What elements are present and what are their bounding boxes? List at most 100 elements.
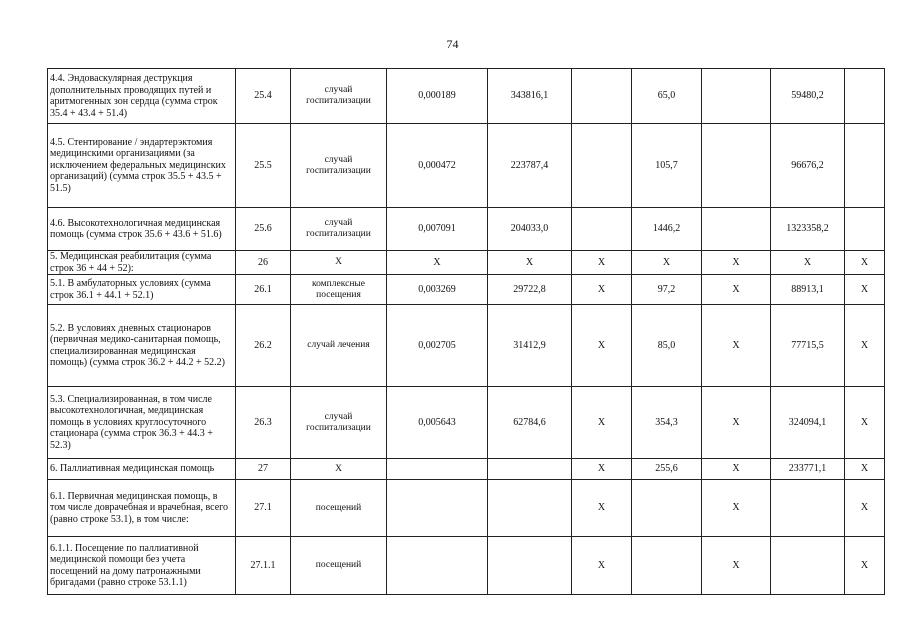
cell-c10: X <box>844 386 885 459</box>
cell-c8: X <box>701 479 771 537</box>
cell-c10: X <box>844 250 885 275</box>
cell-c8 <box>701 68 771 124</box>
cell-unit: X <box>290 250 387 275</box>
cell-c9 <box>770 536 845 595</box>
cell-c8: X <box>701 304 771 387</box>
cell-c8: X <box>701 386 771 459</box>
cell-c7: 65,0 <box>631 68 702 124</box>
cell-name: 5.1. В амбулаторных условиях (сумма стро… <box>47 274 236 305</box>
cell-c6: X <box>571 250 632 275</box>
cell-code: 27 <box>235 458 291 480</box>
table-row: 5. Медицинская реабилитация (сумма строк… <box>47 250 885 275</box>
cell-code: 26.3 <box>235 386 291 459</box>
cell-c9: 96676,2 <box>770 123 845 208</box>
cell-norm: 0,003269 <box>386 274 488 305</box>
cell-c9: X <box>770 250 845 275</box>
cell-unit: случай госпитализации <box>290 68 387 124</box>
table-row: 5.2. В условиях дневных стационаров (пер… <box>47 304 885 387</box>
cell-name: 4.4. Эндоваскулярная деструкция дополнит… <box>47 68 236 124</box>
cell-name: 4.6. Высокотехнологичная медицинская пом… <box>47 207 236 251</box>
cell-c6: X <box>571 536 632 595</box>
table-row: 4.4. Эндоваскулярная деструкция дополнит… <box>47 68 885 124</box>
cell-c10 <box>844 123 885 208</box>
cell-c8: X <box>701 274 771 305</box>
cell-name: 4.5. Стентирование / эндартерэктомия мед… <box>47 123 236 208</box>
table-row: 5.3. Специализированная, в том числе выс… <box>47 386 885 459</box>
cell-cost: 62784,6 <box>487 386 572 459</box>
cell-cost: 204033,0 <box>487 207 572 251</box>
cell-code: 25.6 <box>235 207 291 251</box>
cell-code: 26 <box>235 250 291 275</box>
cell-norm <box>386 479 488 537</box>
cell-code: 26.1 <box>235 274 291 305</box>
cell-c9: 324094,1 <box>770 386 845 459</box>
cell-unit: случай лечения <box>290 304 387 387</box>
cell-name: 5.3. Специализированная, в том числе выс… <box>47 386 236 459</box>
cell-norm: X <box>386 250 488 275</box>
cell-c10 <box>844 68 885 124</box>
cell-unit: случай госпитализации <box>290 207 387 251</box>
cell-c10: X <box>844 536 885 595</box>
cell-c7: 105,7 <box>631 123 702 208</box>
table-row: 4.6. Высокотехнологичная медицинская пом… <box>47 207 885 251</box>
cell-c10: X <box>844 458 885 480</box>
cell-name: 5. Медицинская реабилитация (сумма строк… <box>47 250 236 275</box>
cell-c7: 255,6 <box>631 458 702 480</box>
cell-unit: случай госпитализации <box>290 386 387 459</box>
cell-name: 6. Паллиативная медицинская помощь <box>47 458 236 480</box>
cell-norm <box>386 536 488 595</box>
cell-name: 6.1. Первичная медицинская помощь, в том… <box>47 479 236 537</box>
cell-code: 27.1 <box>235 479 291 537</box>
cell-c7 <box>631 479 702 537</box>
cell-c7: 97,2 <box>631 274 702 305</box>
table-row: 6.1. Первичная медицинская помощь, в том… <box>47 479 885 537</box>
cell-name: 6.1.1. Посещение по паллиативной медицин… <box>47 536 236 595</box>
cell-name: 5.2. В условиях дневных стационаров (пер… <box>47 304 236 387</box>
page-number: 74 <box>446 37 459 51</box>
cell-code: 25.4 <box>235 68 291 124</box>
cell-norm: 0,000472 <box>386 123 488 208</box>
cell-c9: 59480,2 <box>770 68 845 124</box>
cell-c8: X <box>701 250 771 275</box>
cell-c6: X <box>571 458 632 480</box>
cell-cost: 343816,1 <box>487 68 572 124</box>
cell-norm: 0,007091 <box>386 207 488 251</box>
cell-code: 25.5 <box>235 123 291 208</box>
cell-c8 <box>701 123 771 208</box>
cell-c6: X <box>571 274 632 305</box>
cell-c6 <box>571 207 632 251</box>
cell-code: 27.1.1 <box>235 536 291 595</box>
cell-c7: 354,3 <box>631 386 702 459</box>
cell-c7: 85,0 <box>631 304 702 387</box>
cell-c10: X <box>844 304 885 387</box>
cell-c6 <box>571 68 632 124</box>
cell-c7: 1446,2 <box>631 207 702 251</box>
cell-cost <box>487 536 572 595</box>
cell-c10 <box>844 207 885 251</box>
cell-c8: X <box>701 458 771 480</box>
cell-code: 26.2 <box>235 304 291 387</box>
cell-norm: 0,000189 <box>386 68 488 124</box>
cell-norm <box>386 458 488 480</box>
cell-c8: X <box>701 536 771 595</box>
cell-c7 <box>631 536 702 595</box>
cell-c10: X <box>844 479 885 537</box>
cell-c9: 233771,1 <box>770 458 845 480</box>
cell-c6 <box>571 123 632 208</box>
cell-c7: X <box>631 250 702 275</box>
cell-c10: X <box>844 274 885 305</box>
cell-c6: X <box>571 304 632 387</box>
cell-norm: 0,002705 <box>386 304 488 387</box>
table-row: 6.1.1. Посещение по паллиативной медицин… <box>47 536 885 595</box>
cell-cost <box>487 458 572 480</box>
data-table: 4.4. Эндоваскулярная деструкция дополнит… <box>47 68 885 595</box>
table-row: 5.1. В амбулаторных условиях (сумма стро… <box>47 274 885 305</box>
cell-c9 <box>770 479 845 537</box>
cell-cost <box>487 479 572 537</box>
cell-unit: посещений <box>290 479 387 537</box>
cell-cost: X <box>487 250 572 275</box>
cell-cost: 29722,8 <box>487 274 572 305</box>
cell-c9: 88913,1 <box>770 274 845 305</box>
cell-c9: 1323358,2 <box>770 207 845 251</box>
cell-unit: посещений <box>290 536 387 595</box>
